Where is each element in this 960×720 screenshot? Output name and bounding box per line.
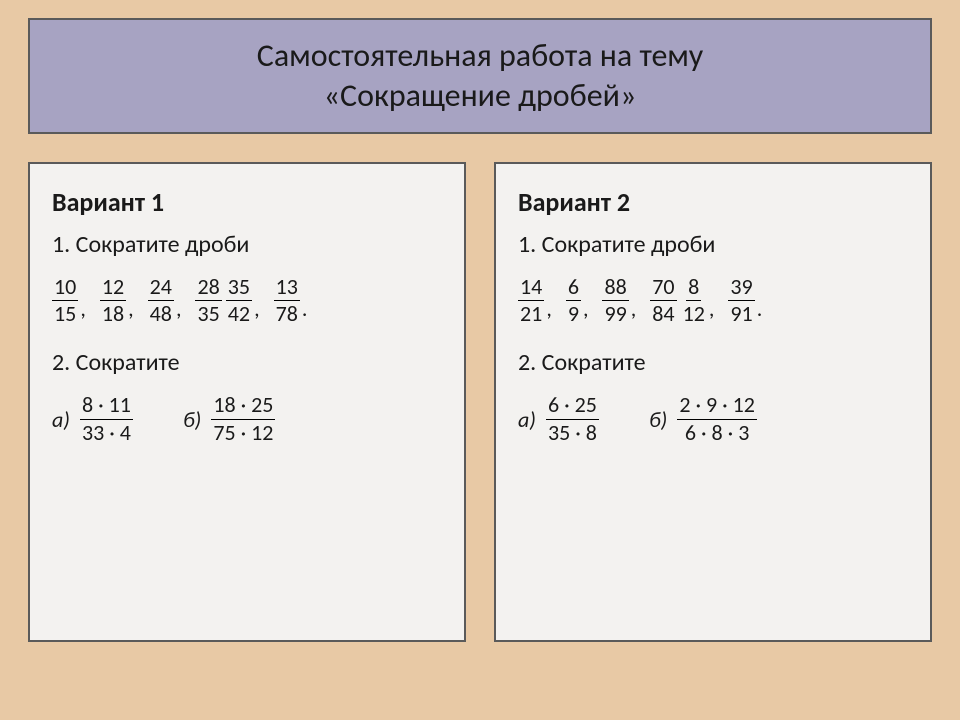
expression-fraction: 18 · 2575 · 12 bbox=[211, 393, 275, 444]
comma: , bbox=[583, 295, 589, 322]
comma: , bbox=[631, 295, 637, 322]
fraction-numerator: 35 bbox=[226, 275, 252, 301]
title-line-1: Самостоятельная работа на тему bbox=[54, 36, 906, 76]
fraction: 3991 bbox=[728, 275, 754, 326]
fraction-denominator: 48 bbox=[148, 301, 174, 326]
expression-numerator: 8 · 11 bbox=[80, 393, 133, 419]
comma: , bbox=[80, 295, 86, 322]
comma: , bbox=[254, 295, 260, 322]
fraction: 1378 bbox=[274, 275, 300, 326]
period: . bbox=[757, 295, 763, 322]
comma: , bbox=[128, 295, 134, 322]
fraction: 1015 bbox=[52, 275, 78, 326]
expression-numerator: 6 · 25 bbox=[546, 393, 599, 419]
expression-numerator: 18 · 25 bbox=[211, 393, 275, 419]
fraction-numerator: 6 bbox=[566, 275, 581, 301]
fraction-numerator: 14 bbox=[518, 275, 544, 301]
fraction: 7084 bbox=[650, 275, 676, 326]
fraction-denominator: 12 bbox=[681, 301, 707, 326]
fraction-numerator: 28 bbox=[195, 275, 221, 301]
expression: б) 2 · 9 · 126 · 8 · 3 bbox=[649, 393, 757, 444]
expression-label: б) bbox=[183, 406, 201, 433]
fraction-denominator: 84 bbox=[650, 301, 676, 326]
expression-fraction: 2 · 9 · 126 · 8 · 3 bbox=[677, 393, 757, 444]
fraction: 8899 bbox=[602, 275, 628, 326]
expression-fraction: 6 · 2535 · 8 bbox=[546, 393, 599, 444]
variant-2-title: Вариант 2 bbox=[518, 186, 908, 218]
variant-2-fractions: 1421,69,8899,7084812,3991. bbox=[518, 275, 908, 326]
variant-1-box: Вариант 1 1. Сократите дроби 1015,1218,2… bbox=[28, 162, 466, 642]
expression-label: а) bbox=[518, 406, 536, 433]
expression-denominator: 33 · 4 bbox=[80, 420, 133, 445]
fraction-numerator: 39 bbox=[728, 275, 754, 301]
fraction-denominator: 91 bbox=[728, 301, 754, 326]
expression-label: а) bbox=[52, 406, 70, 433]
expression-denominator: 75 · 12 bbox=[211, 420, 275, 445]
fraction: 3542 bbox=[226, 275, 252, 326]
variant-1-fractions: 1015,1218,2448,28353542,1378. bbox=[52, 275, 442, 326]
fraction-denominator: 15 bbox=[52, 301, 78, 326]
expression: б) 18 · 2575 · 12 bbox=[183, 393, 276, 444]
fraction: 2448 bbox=[148, 275, 174, 326]
comma: , bbox=[176, 295, 182, 322]
fraction-denominator: 78 bbox=[274, 301, 300, 326]
fraction-denominator: 35 bbox=[195, 301, 221, 326]
expression: а) 8 · 1133 · 4 bbox=[52, 393, 133, 444]
variants-container: Вариант 1 1. Сократите дроби 1015,1218,2… bbox=[28, 162, 932, 642]
comma: , bbox=[546, 295, 552, 322]
expression-denominator: 35 · 8 bbox=[546, 420, 599, 445]
fraction: 2835 bbox=[195, 275, 221, 326]
fraction: 812 bbox=[681, 275, 707, 326]
fraction-numerator: 10 bbox=[52, 275, 78, 301]
fraction: 1421 bbox=[518, 275, 544, 326]
fraction: 1218 bbox=[100, 275, 126, 326]
expression-label: б) bbox=[649, 406, 667, 433]
variant-1-task2: 2. Сократите bbox=[52, 348, 442, 377]
variant-2-task1: 1. Сократите дроби bbox=[518, 230, 908, 259]
fraction-numerator: 88 bbox=[602, 275, 628, 301]
fraction-denominator: 21 bbox=[518, 301, 544, 326]
fraction: 69 bbox=[566, 275, 581, 326]
expression-numerator: 2 · 9 · 12 bbox=[677, 393, 757, 419]
fraction-numerator: 12 bbox=[100, 275, 126, 301]
title-box: Самостоятельная работа на тему «Сокращен… bbox=[28, 18, 932, 134]
period: . bbox=[302, 295, 308, 322]
variant-2-box: Вариант 2 1. Сократите дроби 1421,69,889… bbox=[494, 162, 932, 642]
variant-2-task2: 2. Сократите bbox=[518, 348, 908, 377]
expression-fraction: 8 · 1133 · 4 bbox=[80, 393, 133, 444]
title-line-2: «Сокращение дробей» bbox=[54, 76, 906, 116]
fraction-denominator: 9 bbox=[566, 301, 581, 326]
variant-1-task1: 1. Сократите дроби bbox=[52, 230, 442, 259]
expression-denominator: 6 · 8 · 3 bbox=[683, 420, 751, 445]
comma: , bbox=[709, 295, 715, 322]
fraction-numerator: 24 bbox=[148, 275, 174, 301]
expression: а) 6 · 2535 · 8 bbox=[518, 393, 599, 444]
fraction-numerator: 70 bbox=[650, 275, 676, 301]
fraction-numerator: 13 bbox=[274, 275, 300, 301]
fraction-denominator: 99 bbox=[602, 301, 628, 326]
fraction-numerator: 8 bbox=[686, 275, 701, 301]
variant-1-title: Вариант 1 bbox=[52, 186, 442, 218]
fraction-denominator: 18 bbox=[100, 301, 126, 326]
variant-2-expressions: а) 6 · 2535 · 8 б) 2 · 9 · 126 · 8 · 3 bbox=[518, 393, 908, 444]
fraction-denominator: 42 bbox=[226, 301, 252, 326]
variant-1-expressions: а) 8 · 1133 · 4 б) 18 · 2575 · 12 bbox=[52, 393, 442, 444]
